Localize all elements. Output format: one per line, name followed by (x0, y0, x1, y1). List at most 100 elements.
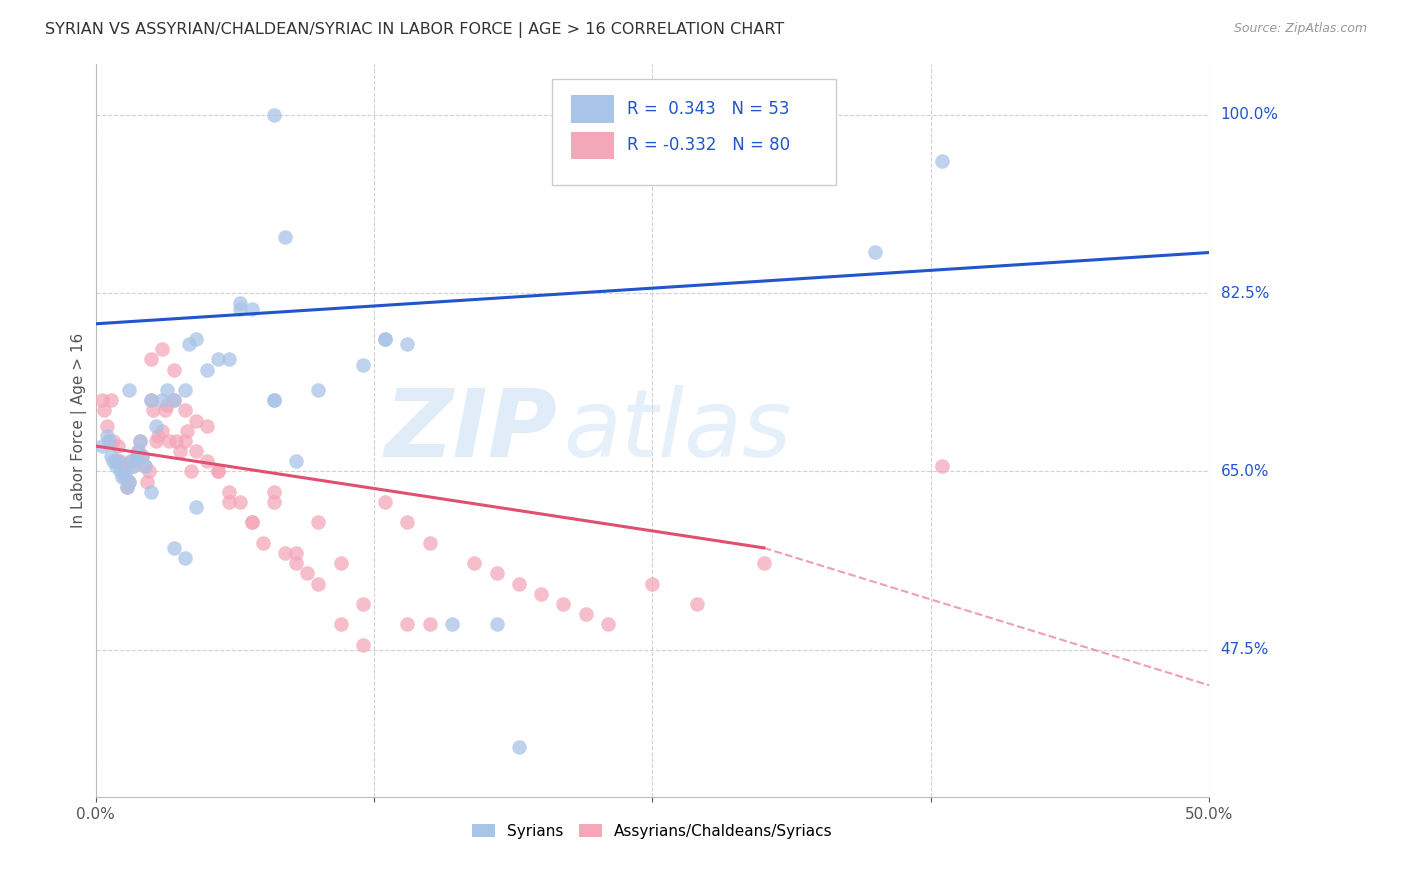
Point (218, 484, 240, 499)
Text: 47.5%: 47.5% (1220, 642, 1268, 657)
Point (179, 337, 201, 351)
Text: Source: ZipAtlas.com: Source: ZipAtlas.com (1233, 22, 1367, 36)
Point (162, 393, 184, 408)
Point (134, 459, 156, 474)
Point (865, 245, 887, 260)
Point (285, 546, 308, 560)
Point (157, 434, 180, 448)
Point (184, 413, 207, 427)
Point (229, 301, 252, 316)
Point (508, 739, 530, 754)
Point (184, 500, 207, 515)
Point (508, 576, 530, 591)
Point (274, 546, 297, 560)
Point (263, 108, 285, 122)
Point (352, 597, 374, 611)
Legend: Syrians, Assyrians/Chaldeans/Syriacs: Syrians, Assyrians/Chaldeans/Syriacs (467, 818, 839, 845)
Point (752, 556, 775, 570)
Point (100, 449, 122, 463)
Point (111, 459, 134, 474)
Point (195, 418, 218, 433)
Point (173, 383, 195, 397)
Point (96, 418, 118, 433)
Point (141, 393, 163, 408)
Point (162, 362, 184, 376)
Point (97, 434, 120, 448)
Point (218, 352, 240, 367)
Point (307, 516, 329, 530)
Point (184, 444, 207, 458)
Point (575, 607, 598, 621)
Point (329, 556, 352, 570)
Text: atlas: atlas (564, 385, 792, 476)
Text: SYRIAN VS ASSYRIAN/CHALDEAN/SYRIAC IN LABOR FORCE | AGE > 16 CORRELATION CHART: SYRIAN VS ASSYRIAN/CHALDEAN/SYRIAC IN LA… (45, 22, 785, 38)
Text: R = -0.332   N = 80: R = -0.332 N = 80 (627, 136, 790, 154)
Point (195, 362, 218, 376)
Point (96, 429, 118, 443)
Point (307, 576, 329, 591)
Point (419, 617, 441, 632)
Y-axis label: In Labor Force | Age > 16: In Labor Force | Age > 16 (72, 333, 87, 528)
Point (229, 495, 252, 509)
Point (118, 383, 141, 397)
Point (530, 587, 553, 601)
Point (97, 434, 120, 448)
Point (252, 536, 274, 550)
Point (131, 449, 153, 463)
Point (120, 454, 142, 468)
Point (263, 495, 285, 509)
Point (108, 454, 131, 468)
Point (152, 343, 174, 357)
Point (240, 516, 263, 530)
Point (141, 484, 163, 499)
Point (173, 403, 195, 417)
FancyBboxPatch shape (553, 78, 837, 185)
Point (352, 638, 374, 652)
Point (122, 459, 145, 474)
Point (184, 332, 207, 346)
Point (263, 484, 285, 499)
Point (263, 393, 285, 408)
Point (274, 230, 297, 244)
Point (108, 465, 131, 479)
Point (285, 556, 308, 570)
Text: 65.0%: 65.0% (1220, 464, 1270, 479)
Point (440, 617, 463, 632)
Point (162, 393, 184, 408)
Point (127, 444, 149, 458)
Point (207, 465, 229, 479)
Point (129, 434, 152, 448)
Point (103, 454, 125, 468)
Point (131, 449, 153, 463)
Point (352, 358, 374, 372)
Point (263, 393, 285, 408)
Point (307, 383, 329, 397)
Point (100, 393, 122, 408)
Point (107, 454, 129, 468)
Point (374, 332, 396, 346)
Text: 82.5%: 82.5% (1220, 285, 1268, 301)
Point (118, 475, 141, 489)
Point (142, 403, 165, 417)
Bar (571, 95, 613, 123)
Point (124, 451, 146, 466)
Point (104, 454, 127, 468)
Point (127, 444, 149, 458)
Point (218, 495, 240, 509)
Point (173, 551, 195, 566)
Point (122, 459, 145, 474)
Point (120, 454, 142, 468)
Point (240, 301, 263, 316)
Point (91, 439, 114, 453)
Point (118, 475, 141, 489)
Point (103, 434, 125, 448)
Point (111, 469, 134, 483)
Point (396, 337, 419, 351)
Point (115, 480, 138, 494)
Point (152, 393, 174, 408)
Point (329, 617, 352, 632)
Point (107, 439, 129, 453)
Point (138, 465, 160, 479)
Point (285, 454, 308, 468)
Point (141, 393, 163, 408)
